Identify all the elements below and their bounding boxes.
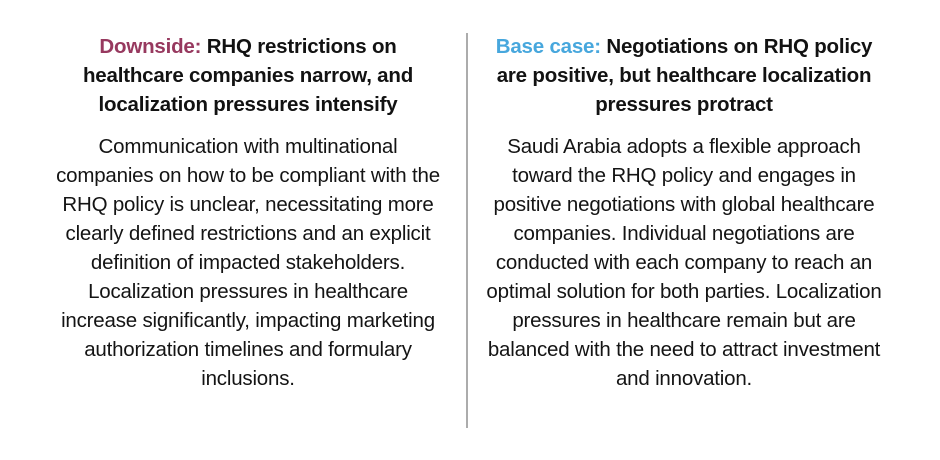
column-divider xyxy=(466,33,468,428)
base-case-column: Base case: Negotiations on RHQ policy ar… xyxy=(468,0,940,460)
downside-column-title: Downside: RHQ restrictions on healthcare… xyxy=(62,32,434,119)
downside-label: Downside: xyxy=(99,35,202,58)
base-case-body-text: Saudi Arabia adopts a flexible approach … xyxy=(486,135,882,390)
downside-column: Downside: RHQ restrictions on healthcare… xyxy=(0,0,466,460)
downside-title-text: RHQ restrictions on healthcare companies… xyxy=(82,35,414,116)
base-case-column-title: Base case: Negotiations on RHQ policy ar… xyxy=(480,32,888,119)
downside-body-text: Communication with multinational compani… xyxy=(56,135,440,390)
base-case-label: Base case: xyxy=(495,35,601,58)
base-case-title-text: Negotiations on RHQ policy are positive,… xyxy=(496,35,873,116)
